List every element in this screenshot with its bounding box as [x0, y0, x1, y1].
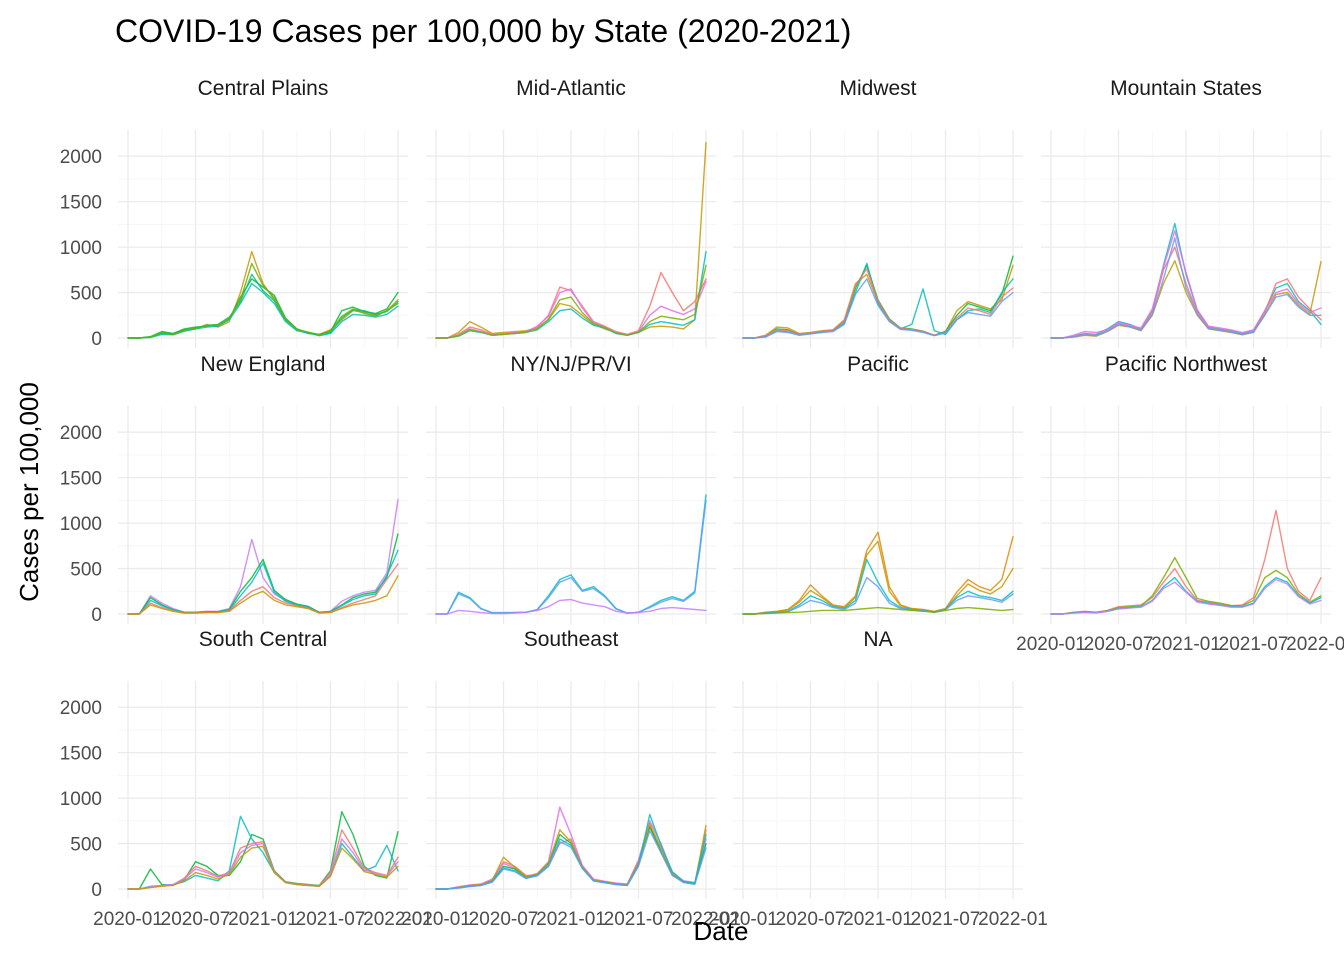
series-line: [127, 549, 399, 615]
facet-panels: Central Plains 0 500 1000 1500 2000 Mid-Atlant…: [60, 77, 1344, 930]
y-tick-label: 1000: [60, 514, 102, 535]
x-tick-label: 2021-07: [1219, 634, 1289, 655]
x-tick-label: 2020-07: [469, 909, 539, 930]
facet-label: Southeast: [524, 628, 619, 651]
x-axis-label: Date: [694, 916, 749, 946]
series-line: [742, 606, 1014, 615]
facet-label: Pacific: [847, 353, 909, 376]
facet-label: NY/NJ/PR/VI: [510, 353, 631, 376]
y-tick-label: 1000: [60, 238, 102, 259]
x-tick-label: 2020-01: [401, 909, 471, 930]
x-tick-label: 2020-07: [776, 909, 846, 930]
x-tick-label: 2021-01: [843, 909, 913, 930]
y-tick-label: 0: [91, 605, 102, 626]
facet-label: Mountain States: [1110, 77, 1262, 100]
y-tick-label: 500: [70, 284, 102, 305]
y-tick-label: 1500: [60, 469, 102, 490]
series-line: [435, 499, 707, 615]
x-tick-label: 2022-01: [978, 909, 1048, 930]
y-tick-label: 500: [70, 560, 102, 581]
series-line: [435, 271, 707, 339]
series-line: [435, 822, 707, 890]
facet-label: NA: [863, 628, 892, 651]
x-tick-label: 2020-07: [161, 909, 231, 930]
x-tick-label: 2020-01: [708, 909, 778, 930]
x-tick-label: 2021-07: [296, 909, 366, 930]
series-line: [435, 264, 707, 339]
y-tick-label: 1500: [60, 193, 102, 214]
x-tick-label: 2022-01: [1286, 634, 1344, 655]
series-line: [1050, 578, 1322, 615]
facet-panel: Mid-Atlantic: [426, 77, 716, 348]
x-tick-label: 2020-07: [1084, 634, 1154, 655]
facet-label: South Central: [199, 628, 327, 651]
series-line: [127, 278, 399, 339]
x-tick-label: 2021-07: [604, 909, 674, 930]
series-line: [742, 540, 1014, 615]
facet-panel: South Central 0 500 1000 1500 2000 2020-012020…: [60, 628, 433, 930]
series-line: [742, 262, 1014, 339]
y-tick-label: 0: [91, 329, 102, 350]
facet-panel: Midwest: [733, 77, 1023, 348]
facet-label: Midwest: [839, 77, 916, 100]
series-line: [127, 838, 399, 890]
series-line: [742, 268, 1014, 339]
series-line: [127, 262, 399, 339]
facet-panel: New England 0 500 1000 1500 2000: [60, 353, 408, 626]
x-tick-label: 2020-01: [1016, 634, 1086, 655]
series-line: [1050, 237, 1322, 339]
facet-panel: Pacific Northwest2020-012020-072021-0120…: [1016, 353, 1344, 655]
x-tick-label: 2021-01: [1151, 634, 1221, 655]
facet-panel: Mountain States: [1041, 77, 1331, 348]
y-tick-label: 1000: [60, 789, 102, 810]
y-tick-label: 2000: [60, 423, 102, 444]
series-line: [435, 598, 707, 615]
x-tick-label: 2022-01: [671, 909, 741, 930]
facet-label: Central Plains: [198, 77, 329, 100]
series-line: [742, 576, 1014, 615]
y-tick-label: 1500: [60, 744, 102, 765]
series-line: [1050, 229, 1322, 339]
y-tick-label: 0: [91, 880, 102, 901]
y-tick-label: 500: [70, 835, 102, 856]
series-line: [127, 498, 399, 615]
series-line: [127, 845, 399, 890]
facet-panel: Central Plains 0 500 1000 1500 2000: [60, 77, 408, 350]
facet-label: Mid-Atlantic: [516, 77, 626, 100]
x-tick-label: 2020-01: [93, 909, 163, 930]
series-line: [435, 830, 707, 890]
x-tick-label: 2021-01: [536, 909, 606, 930]
facet-panel: Pacific: [733, 353, 1023, 624]
series-line: [435, 141, 707, 339]
x-tick-label: 2021-01: [228, 909, 298, 930]
y-axis-label: Cases per 100,000: [14, 382, 44, 602]
series-line: [742, 278, 1014, 339]
facet-label: New England: [201, 353, 326, 376]
facet-panel: NY/NJ/PR/VI: [426, 353, 716, 624]
series-line: [127, 575, 399, 615]
facet-label: Pacific Northwest: [1105, 353, 1267, 376]
x-tick-label: 2021-07: [911, 909, 981, 930]
x-tick-label: 2022-01: [363, 909, 433, 930]
chart-title: COVID-19 Cases per 100,000 by State (202…: [115, 13, 851, 49]
facet-panel: Southeast 2020-012020-072021-012021-07202…: [401, 628, 741, 930]
y-tick-label: 2000: [60, 698, 102, 719]
y-tick-label: 2000: [60, 147, 102, 168]
